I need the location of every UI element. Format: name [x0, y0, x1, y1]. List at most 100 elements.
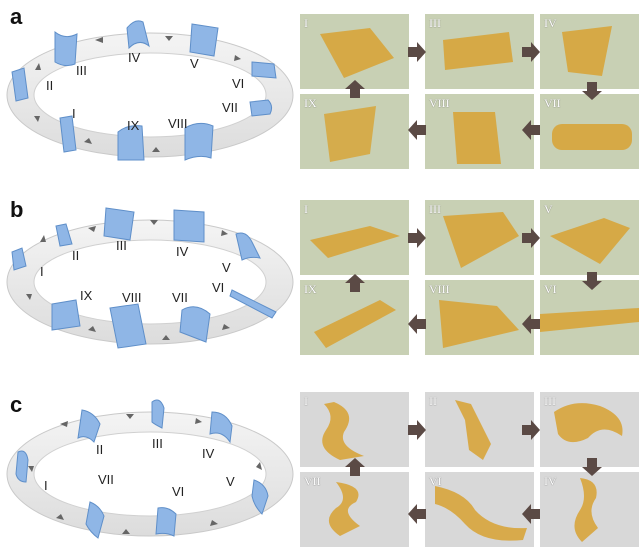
- panel-letter-a: a: [10, 4, 23, 29]
- panel-letter-c: c: [10, 392, 23, 417]
- photo-grid-c: I II III VII VI IV: [300, 392, 639, 552]
- photo-cell: III: [540, 392, 639, 467]
- ring-label-vi: VI: [212, 280, 224, 295]
- photo-cell: V: [540, 200, 639, 275]
- flow-arrow-down: [582, 458, 602, 476]
- sheet-viii: [184, 122, 214, 161]
- photo-cell: IV: [540, 14, 639, 89]
- photo-label: VI: [544, 282, 557, 296]
- sheet-iv: [209, 411, 233, 444]
- sheet-iii: [151, 399, 165, 429]
- flow-arrow-right: [408, 420, 426, 440]
- photo-label: II: [429, 394, 437, 408]
- photo-label: IX: [304, 96, 317, 110]
- ring-label-i: I: [44, 478, 48, 493]
- sheet-viii: [109, 303, 147, 349]
- sheet-iii: [54, 30, 78, 67]
- sheet-ix: [51, 299, 81, 331]
- ring-label-vii: VII: [98, 472, 114, 487]
- photo-label: I: [304, 394, 308, 408]
- flow-arrow-right: [522, 42, 540, 62]
- photo-cell: VI: [540, 280, 639, 355]
- sheet-vi: [155, 507, 177, 537]
- photo-label: IV: [544, 16, 557, 30]
- sheet-vi: [229, 289, 277, 319]
- flow-arrow-left: [408, 504, 426, 524]
- photo-cell: IX: [300, 94, 409, 169]
- ring-label-iv: IV: [176, 244, 189, 259]
- ring-label-ix: IX: [80, 288, 93, 303]
- photo-label: IX: [304, 282, 317, 296]
- photo-label: VII: [304, 474, 321, 488]
- photo-cell: VII: [300, 472, 409, 547]
- ring-label-iii: III: [152, 436, 163, 451]
- ring-label-vi: VI: [172, 484, 184, 499]
- photo-label: VII: [544, 96, 561, 110]
- panel-letter-b: b: [10, 197, 24, 222]
- photo-label: VIII: [429, 282, 450, 296]
- sheet-v: [251, 479, 269, 515]
- flow-arrow-right: [408, 228, 426, 248]
- photo-cell: IX: [300, 280, 409, 355]
- ring-label-v: V: [226, 474, 235, 489]
- photo-cell: VII: [540, 94, 639, 169]
- flow-arrow-left: [522, 504, 540, 524]
- sheet-ii: [55, 223, 73, 247]
- photo-label: III: [429, 202, 441, 216]
- ring-label-i: I: [40, 264, 44, 279]
- photo-cell: I: [300, 14, 409, 89]
- flow-arrow-right: [522, 228, 540, 248]
- flow-arrow-up: [345, 80, 365, 98]
- ring-label-vi: VI: [232, 76, 244, 91]
- ring-arrows: [26, 220, 230, 340]
- ring-label-iv: IV: [128, 50, 141, 65]
- photo-cell: I: [300, 200, 409, 275]
- ring-label-ii: II: [46, 78, 53, 93]
- sheet-ii: [11, 67, 29, 102]
- flow-arrow-down: [582, 272, 602, 290]
- photo-grid-a: I III IV IX VIII VII: [300, 14, 639, 174]
- ring-label-v: V: [222, 260, 231, 275]
- photo-cell: III: [425, 14, 534, 89]
- sheet-iv: [126, 20, 150, 50]
- photo-label: III: [544, 394, 556, 408]
- photo-cell: I: [300, 392, 409, 467]
- flow-arrow-up: [345, 274, 365, 292]
- sheet-i: [59, 115, 77, 153]
- ring-arrows: [28, 414, 262, 534]
- photo-label: VI: [429, 474, 442, 488]
- photo-cell: II: [425, 392, 534, 467]
- flow-arrow-left: [522, 120, 540, 140]
- sheet-v: [235, 232, 261, 261]
- flow-arrow-right: [522, 420, 540, 440]
- photo-grid-b: I III V IX VIII VI: [300, 200, 639, 360]
- ring-label-iii: III: [116, 238, 127, 253]
- sheet-iii: [103, 207, 135, 241]
- flow-arrow-up: [345, 458, 365, 476]
- ring-label-iv: IV: [202, 446, 215, 461]
- flow-arrow-down: [582, 82, 602, 100]
- flow-arrow-right: [408, 42, 426, 62]
- flow-arrow-left: [522, 314, 540, 334]
- sheet-vii: [179, 306, 211, 343]
- ring-label-vii: VII: [222, 100, 238, 115]
- sheet-shapes: [11, 207, 277, 349]
- ring-label-i: I: [72, 106, 76, 121]
- photo-cell: IV: [540, 472, 639, 547]
- ring-diagram-a: I II III IV V VI VII VIII IX: [0, 10, 300, 170]
- ring-label-viii: VIII: [168, 116, 188, 131]
- sheet-i: [11, 247, 27, 271]
- photo-label: III: [429, 16, 441, 30]
- ring-label-iii: III: [76, 63, 87, 78]
- ring-label-ii: II: [72, 248, 79, 263]
- photo-label: I: [304, 202, 308, 216]
- sheet-ii: [77, 409, 101, 443]
- sheet-shapes: [15, 399, 269, 539]
- ring-diagram-c: I II III IV V VI VII: [0, 392, 300, 547]
- ring-label-vii: VII: [172, 290, 188, 305]
- sheet-shapes: [11, 20, 277, 161]
- ring-diagram-b: I II III IV V VI VII VIII IX: [0, 200, 300, 360]
- sheet-ix: [117, 125, 145, 161]
- sheet-vii: [85, 501, 105, 539]
- flow-arrow-left: [408, 120, 426, 140]
